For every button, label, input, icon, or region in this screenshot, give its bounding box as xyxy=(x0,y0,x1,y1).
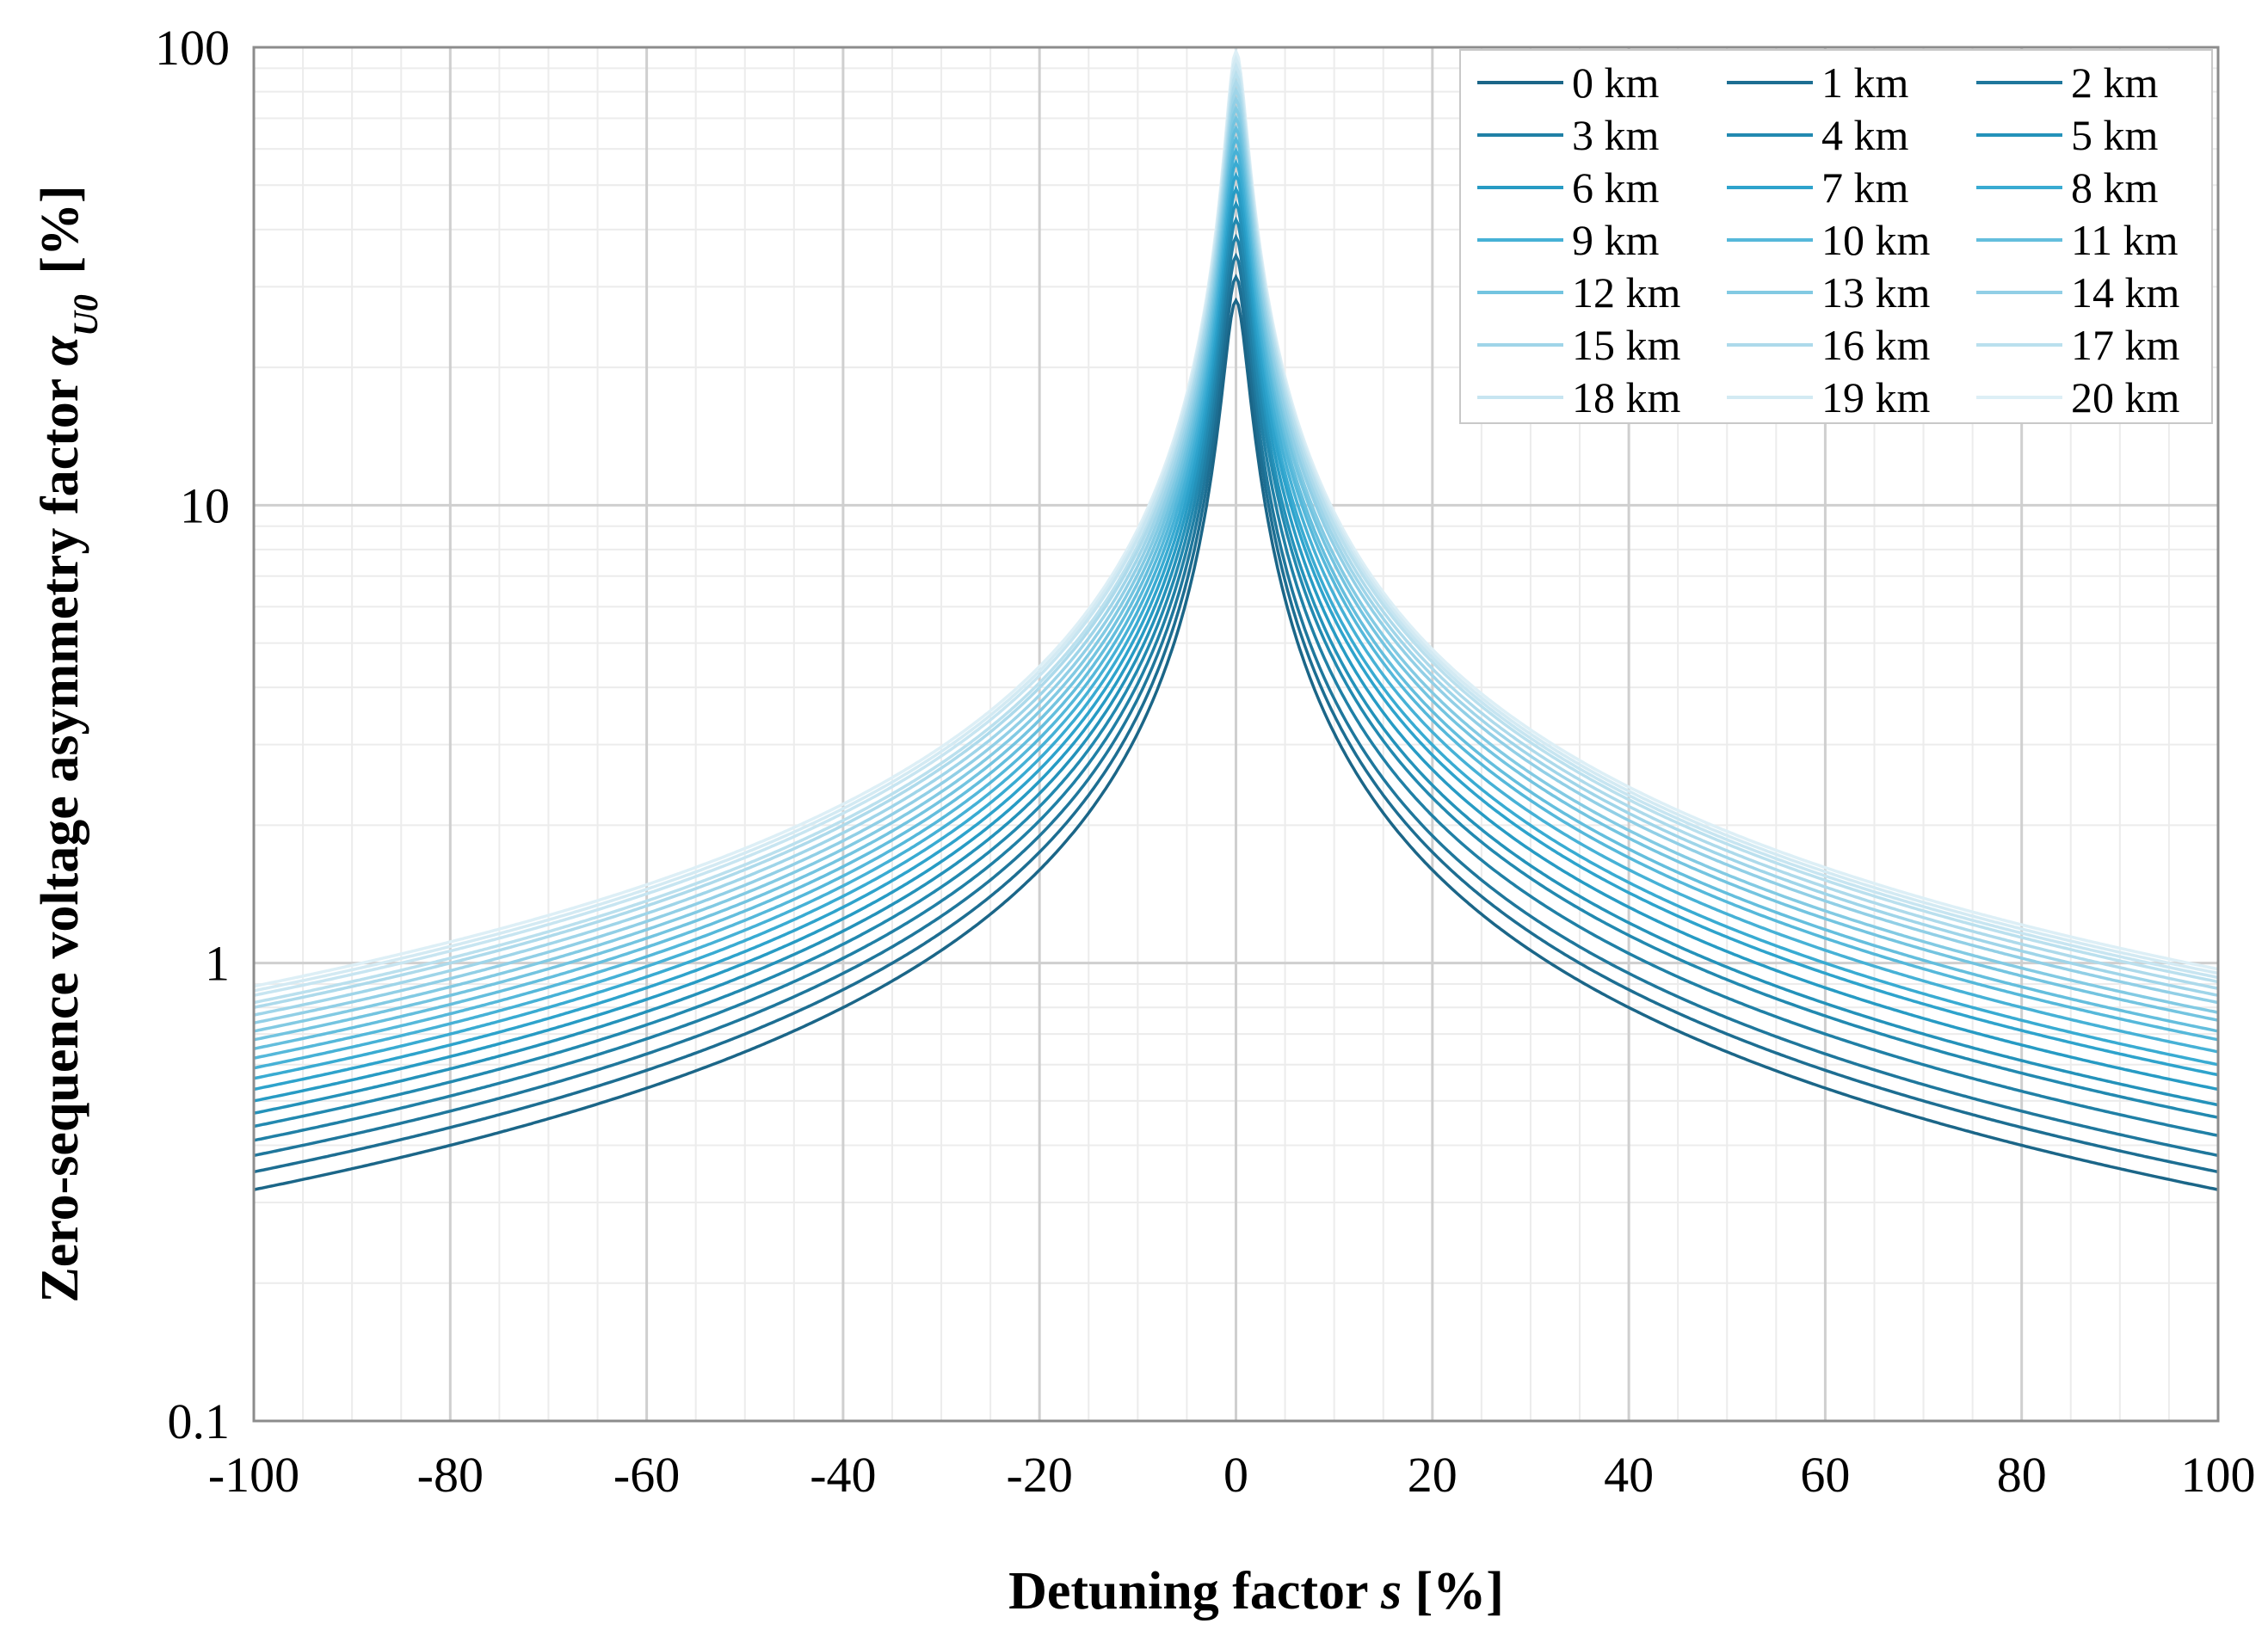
legend-label: 2 km xyxy=(2071,58,2159,107)
legend-label: 9 km xyxy=(1572,216,1660,264)
legend-box xyxy=(1459,49,2213,424)
legend: 0 km 1 km 2 km 3 km 4 km 5 km 6 km 7 km 8 km 9 km… xyxy=(1459,49,2213,424)
series-line-1-km xyxy=(253,274,2219,1174)
legend-label: 16 km xyxy=(1821,321,1931,369)
y-tick-label: 1 xyxy=(205,936,230,992)
series-line-13-km xyxy=(253,104,2219,1033)
x-tick-label: 100 xyxy=(2181,1447,2256,1503)
series-line-19-km xyxy=(253,54,2219,993)
legend-label: 3 km xyxy=(1572,111,1660,159)
series-layer xyxy=(253,46,2219,1191)
series-line-5-km xyxy=(253,200,2219,1115)
legend-label: 4 km xyxy=(1821,111,1909,159)
legend-label: 8 km xyxy=(2071,163,2159,212)
series-line-0-km xyxy=(253,297,2219,1191)
series-line-12-km xyxy=(253,114,2219,1042)
series-line-11-km xyxy=(253,124,2219,1051)
series-line-10-km xyxy=(253,135,2219,1060)
legend-label: 18 km xyxy=(1572,373,1681,421)
legend-label: 7 km xyxy=(1821,163,1909,212)
legend-label: 0 km xyxy=(1572,58,1660,107)
legend-label: 1 km xyxy=(1821,58,1909,107)
series-line-8-km xyxy=(253,158,2219,1080)
series-line-15-km xyxy=(253,86,2219,1017)
x-tick-label: -40 xyxy=(810,1447,876,1503)
y-axis-title-suffix: [%] xyxy=(31,185,89,287)
x-tick-label: -20 xyxy=(1007,1447,1073,1503)
series-line-9-km xyxy=(253,146,2219,1070)
x-tick-labels: -100 -80 -60 -40 -20 0 20 40 60 80 100 xyxy=(208,1447,2256,1503)
x-tick-label: -60 xyxy=(613,1447,680,1503)
x-axis-title-prefix: Detuning factor xyxy=(1008,1562,1381,1621)
x-tick-label: 80 xyxy=(1997,1447,2047,1503)
series-line-18-km xyxy=(253,62,2219,997)
series-line-6-km xyxy=(253,185,2219,1103)
legend-label: 12 km xyxy=(1572,268,1681,317)
series-line-2-km xyxy=(253,252,2219,1158)
y-axis-title-prefix: Zero-sequence voltage asymmetry factor xyxy=(31,366,89,1302)
legend-label: 19 km xyxy=(1821,373,1931,421)
legend-label: 15 km xyxy=(1572,321,1681,369)
legend-label: 17 km xyxy=(2071,321,2180,369)
y-tick-label: 0.1 xyxy=(168,1393,231,1449)
legend-label: 14 km xyxy=(2071,268,2180,317)
y-tick-label: 100 xyxy=(155,20,230,76)
legend-label: 5 km xyxy=(2071,111,2159,159)
series-line-14-km xyxy=(253,95,2219,1025)
series-line-17-km xyxy=(253,70,2219,1005)
legend-label: 11 km xyxy=(2071,216,2179,264)
legend-label: 10 km xyxy=(1821,216,1931,264)
legend-label: 20 km xyxy=(2071,373,2180,421)
y-axis-title-subscript: U0 xyxy=(66,294,105,336)
x-tick-label: -80 xyxy=(417,1447,484,1503)
series-line-16-km xyxy=(253,77,2219,1010)
series-line-7-km xyxy=(253,171,2219,1092)
x-axis-title: Detuning factor s [%] xyxy=(1008,1562,1504,1621)
x-tick-label: -100 xyxy=(208,1447,299,1503)
x-tick-label: 60 xyxy=(1800,1447,1850,1503)
y-axis-title-variable: α xyxy=(31,335,89,366)
x-tick-label: 20 xyxy=(1408,1447,1458,1503)
y-tick-label: 10 xyxy=(180,477,230,533)
series-line-4-km xyxy=(253,216,2219,1129)
y-axis-title: Zero-sequence voltage asymmetry factor α… xyxy=(31,185,105,1302)
x-axis-title-variable: s xyxy=(1380,1562,1402,1621)
x-tick-label: 40 xyxy=(1604,1447,1654,1503)
series-line-3-km xyxy=(253,233,2219,1142)
legend-label: 6 km xyxy=(1572,163,1660,212)
x-axis-title-suffix: [%] xyxy=(1402,1562,1504,1621)
legend-label: 13 km xyxy=(1821,268,1931,317)
plot-frame xyxy=(252,46,2220,1423)
y-tick-labels: 0.1 1 10 100 xyxy=(155,20,230,1449)
series-line-20-km xyxy=(253,46,2219,988)
x-tick-label: 0 xyxy=(1223,1447,1248,1503)
